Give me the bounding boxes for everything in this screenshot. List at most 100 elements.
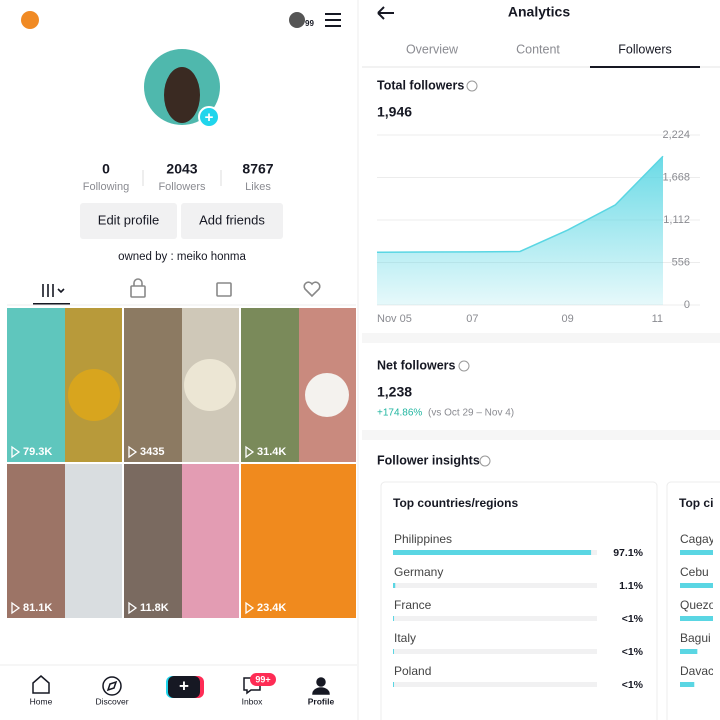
country-name: France bbox=[394, 598, 432, 612]
section-gap bbox=[362, 430, 720, 440]
tab[interactable]: Content bbox=[516, 42, 560, 56]
x-tick-label: 11 bbox=[652, 313, 663, 325]
stat-value: 2043 bbox=[166, 161, 197, 177]
bar-track bbox=[393, 649, 597, 654]
city-name: Quezo bbox=[680, 598, 716, 612]
notification-count: 99 bbox=[305, 19, 314, 28]
city-name: Cagay bbox=[680, 532, 715, 546]
nav-label[interactable]: Profile bbox=[308, 696, 335, 706]
section-label: Follower insights bbox=[377, 453, 480, 467]
menu-icon[interactable] bbox=[325, 13, 341, 27]
city-name: Bagui bbox=[680, 631, 711, 645]
card-title: Top countries/regions bbox=[393, 496, 518, 510]
stat-label: Likes bbox=[245, 181, 271, 193]
card-title: Top ci bbox=[679, 496, 713, 510]
nav-label[interactable]: Home bbox=[30, 696, 53, 706]
bar bbox=[393, 682, 394, 687]
video-grid[interactable] bbox=[7, 308, 356, 618]
tab[interactable]: Overview bbox=[406, 42, 459, 56]
stat-value: 0 bbox=[102, 161, 110, 177]
bar bbox=[393, 616, 395, 621]
tab[interactable]: Followers bbox=[618, 42, 672, 56]
add-avatar-button[interactable] bbox=[198, 106, 220, 128]
info-icon bbox=[458, 360, 470, 372]
plus-icon: + bbox=[205, 109, 214, 126]
section-label: Total followers bbox=[377, 78, 464, 92]
y-tick-label: 0 bbox=[684, 299, 690, 311]
inbox-badge bbox=[250, 673, 276, 686]
bar bbox=[680, 550, 713, 555]
play-icon bbox=[245, 601, 255, 615]
info-icon bbox=[479, 455, 491, 467]
y-tick-label: 1,668 bbox=[662, 171, 690, 183]
section-gap bbox=[362, 333, 720, 343]
area-line bbox=[376, 155, 664, 254]
view-count: 31.4K bbox=[257, 446, 286, 458]
play-icon bbox=[11, 445, 21, 459]
percent-label: 97.1% bbox=[613, 547, 643, 559]
nav-icons[interactable] bbox=[32, 675, 330, 696]
create-button[interactable] bbox=[168, 676, 200, 698]
play-icon bbox=[128, 445, 138, 459]
comparison: (vs Oct 29 – Nov 4) bbox=[428, 408, 514, 419]
add-friends-button[interactable] bbox=[181, 203, 283, 239]
stat-value: 8767 bbox=[242, 161, 273, 177]
view-count: 3435 bbox=[140, 446, 164, 458]
percent-label: <1% bbox=[622, 613, 644, 625]
percent-label: <1% bbox=[622, 679, 644, 691]
x-tick-label: 09 bbox=[562, 313, 574, 325]
cities-list: Top ci Cagay Cebu Quezo Bagui Davac bbox=[679, 496, 716, 687]
x-tick-label: Nov 05 bbox=[377, 313, 412, 325]
bar bbox=[680, 682, 695, 687]
stat-label: Following bbox=[83, 181, 129, 193]
button-label[interactable]: Edit profile bbox=[98, 212, 159, 227]
bar bbox=[393, 583, 396, 588]
info-icon bbox=[466, 80, 478, 92]
nav-label[interactable]: Discover bbox=[95, 696, 128, 706]
bar bbox=[680, 616, 713, 621]
city-name: Davac bbox=[680, 664, 714, 678]
account-avatar[interactable] bbox=[289, 12, 305, 28]
nav-label[interactable]: Inbox bbox=[242, 696, 264, 706]
view-count: 23.4K bbox=[257, 602, 286, 614]
section-value: 1,946 bbox=[377, 104, 412, 120]
bar bbox=[680, 583, 713, 588]
pumpkin-icon[interactable] bbox=[21, 11, 39, 29]
section-value: 1,238 bbox=[377, 384, 412, 400]
bar-track bbox=[393, 616, 597, 621]
edit-profile-button[interactable] bbox=[80, 203, 177, 239]
view-count: 81.1K bbox=[23, 602, 52, 614]
tab-icons[interactable] bbox=[42, 278, 321, 298]
y-tick-label: 2,224 bbox=[662, 129, 690, 141]
section-label: Net followers bbox=[377, 358, 456, 372]
view-count: 79.3K bbox=[23, 446, 52, 458]
x-tick-label: 07 bbox=[466, 313, 478, 325]
y-tick-label: 556 bbox=[672, 256, 690, 268]
play-icon bbox=[245, 445, 255, 459]
plus-icon: + bbox=[179, 676, 189, 695]
back-button[interactable] bbox=[377, 6, 394, 20]
bar bbox=[680, 649, 698, 654]
page-title: Analytics bbox=[508, 4, 570, 20]
bar-track bbox=[393, 682, 597, 687]
play-icon bbox=[11, 601, 21, 615]
country-name: Philippines bbox=[394, 532, 452, 546]
bio: owned by : meiko honma bbox=[118, 251, 246, 263]
view-count: 11.8K bbox=[140, 602, 169, 614]
city-name: Cebu bbox=[680, 565, 709, 579]
country-name: Poland bbox=[394, 664, 431, 678]
countries-card bbox=[380, 481, 658, 720]
inbox-badge-text: 99+ bbox=[255, 674, 270, 684]
avatar-photo bbox=[164, 67, 200, 123]
button-label[interactable]: Add friends bbox=[199, 212, 265, 227]
stat-label: Followers bbox=[158, 181, 206, 193]
percent-label: <1% bbox=[622, 646, 644, 658]
bar bbox=[393, 649, 394, 654]
cities-card bbox=[666, 481, 720, 720]
y-tick-label: 1,112 bbox=[663, 214, 690, 226]
country-name: Italy bbox=[394, 631, 416, 645]
area bbox=[377, 156, 663, 305]
bar-track bbox=[393, 583, 597, 588]
